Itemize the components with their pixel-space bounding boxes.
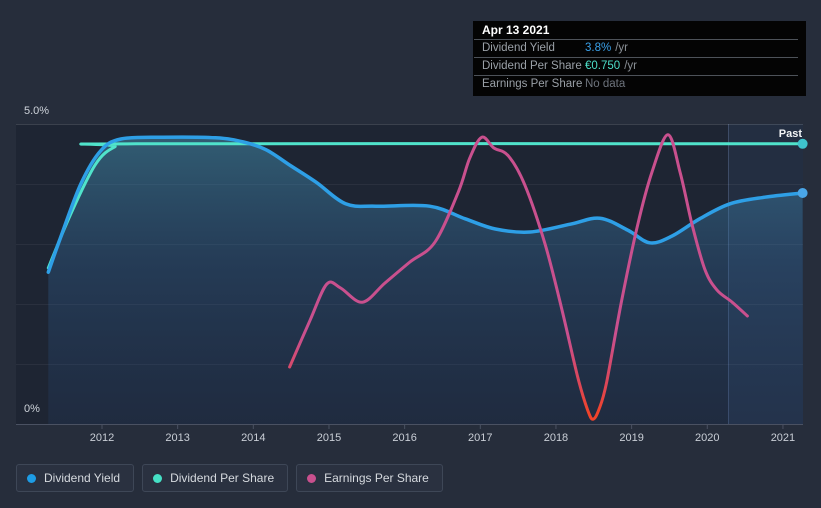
y-axis-label-bottom: 0% bbox=[24, 403, 40, 415]
past-label: Past bbox=[778, 128, 802, 140]
tooltip-label: Earnings Per Share bbox=[482, 78, 583, 90]
legend-chip-label: Earnings Per Share bbox=[324, 471, 429, 485]
x-axis-ticks bbox=[101, 425, 784, 429]
tooltip-value: €0.750 bbox=[585, 60, 621, 72]
legend-dot bbox=[307, 473, 317, 483]
dividend-yield-line bbox=[46, 135, 805, 274]
tooltip-value: 3.8% bbox=[585, 42, 612, 54]
x-axis-label: 2013 bbox=[165, 432, 190, 444]
x-axis-label: 2021 bbox=[770, 432, 796, 444]
legend-chip-earnings-per-share[interactable]: Earnings Per Share bbox=[296, 464, 443, 492]
x-axis-label: 2016 bbox=[392, 432, 417, 444]
legend-chip-label: Dividend Yield bbox=[44, 471, 121, 485]
x-axis-label: 2017 bbox=[468, 432, 493, 444]
x-axis-label: 2015 bbox=[316, 432, 342, 444]
legend-chip-dividend-per-share[interactable]: Dividend Per Share bbox=[142, 464, 289, 492]
dividend-per-share-line bbox=[46, 142, 805, 270]
tooltip-row-dividend-per-share: Dividend Per Share €0.750 /yr bbox=[474, 57, 798, 75]
legend-chip-label: Dividend Per Share bbox=[170, 471, 275, 485]
tooltip-label: Dividend Yield bbox=[482, 42, 555, 54]
tooltip-row-earnings-per-share: Earnings Per Share No data bbox=[474, 75, 798, 93]
x-axis-label: 2018 bbox=[543, 432, 569, 444]
tooltip-row-dividend-yield: Dividend Yield 3.8% /yr bbox=[474, 39, 798, 57]
chart-tooltip: Apr 13 2021 Dividend Yield 3.8% /yr Divi… bbox=[473, 21, 806, 96]
tooltip-value-suffix: /yr bbox=[624, 60, 637, 72]
earnings-per-share-line bbox=[288, 133, 749, 421]
tooltip-value: No data bbox=[585, 78, 626, 90]
chart-legend: Dividend Yield Dividend Per Share Earnin… bbox=[16, 464, 451, 492]
dividend-per-share-end-marker bbox=[797, 138, 808, 149]
x-axis-label: 2019 bbox=[619, 432, 644, 444]
x-axis-label: 2020 bbox=[695, 432, 720, 444]
tooltip-date: Apr 13 2021 bbox=[482, 23, 550, 37]
x-axis-label: 2012 bbox=[89, 432, 115, 444]
dividend-yield-end-marker bbox=[797, 188, 808, 198]
tooltip-value-suffix: /yr bbox=[615, 42, 628, 54]
legend-chip-dividend-yield[interactable]: Dividend Yield bbox=[16, 464, 135, 492]
dividend-yield-area-fill bbox=[48, 137, 804, 425]
y-axis-label-top: 5.0% bbox=[24, 105, 50, 117]
tooltip-label: Dividend Per Share bbox=[482, 60, 582, 72]
legend-dot bbox=[27, 473, 36, 483]
legend-dot bbox=[153, 473, 163, 483]
x-axis-label: 2014 bbox=[241, 432, 266, 444]
